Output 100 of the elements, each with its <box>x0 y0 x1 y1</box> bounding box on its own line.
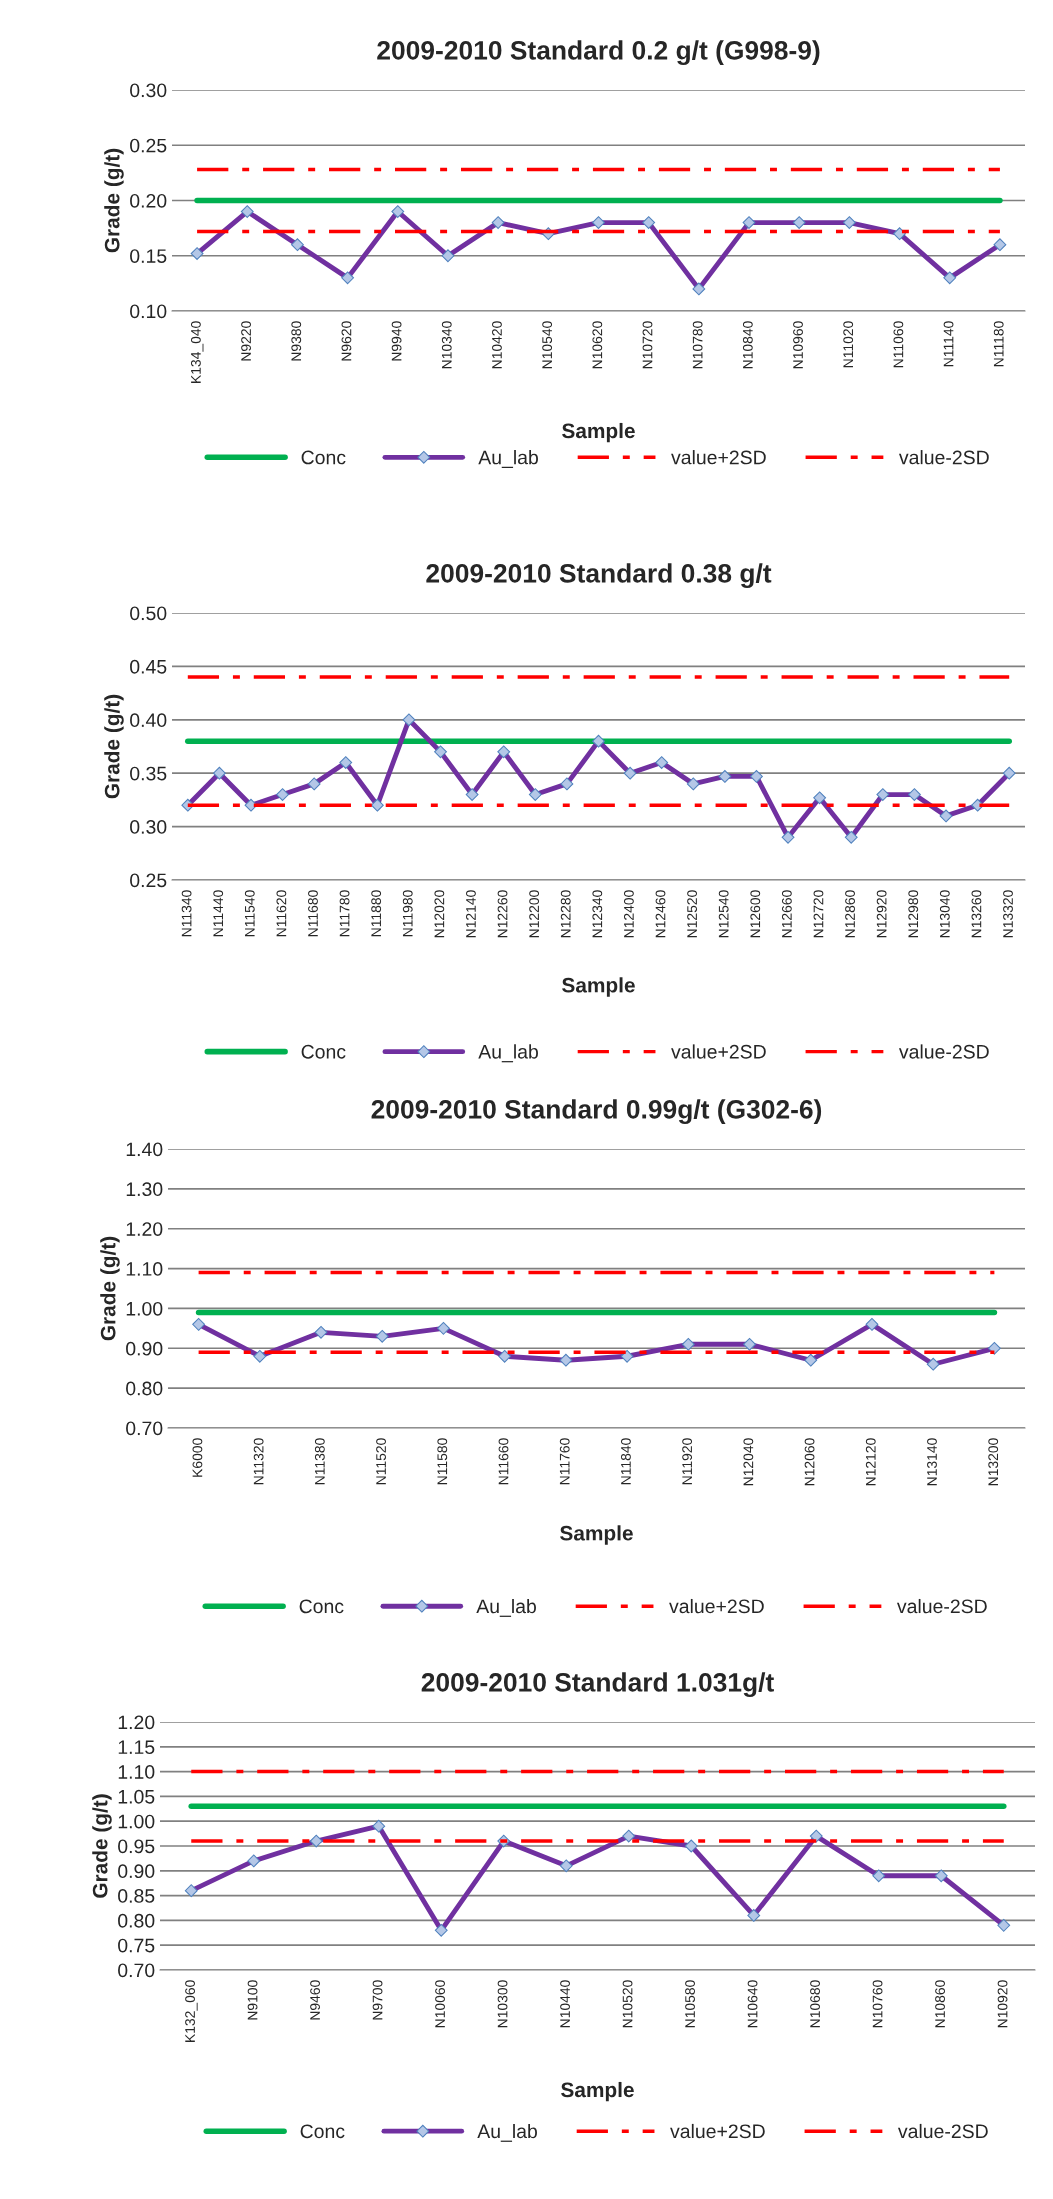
legend-label: value+2SD <box>669 1598 764 1614</box>
y-axis-title: Grade (g/t) <box>92 1794 112 1898</box>
x-tick-label: N10860 <box>935 1980 945 2028</box>
x-tick-label: N11140 <box>943 321 954 367</box>
x-tick-label: N9620 <box>341 321 352 361</box>
y-tick-label: 0.90 <box>126 1341 163 1356</box>
x-tick-label: N12040 <box>743 1438 754 1486</box>
x-tick-label: N10440 <box>560 1980 570 2028</box>
x-tick-label: N11520 <box>376 1438 386 1485</box>
legend-label: Conc <box>301 450 346 465</box>
legend-label: value-2SD <box>898 450 989 465</box>
y-tick-label: 0.95 <box>118 1839 155 1854</box>
x-tick-label: N12600 <box>750 890 761 938</box>
x-tick-label: N10540 <box>542 321 553 369</box>
y-tick-label: 0.45 <box>130 659 167 674</box>
x-tick-label: N13140 <box>927 1438 937 1486</box>
x-tick-label: N11840 <box>621 1438 631 1485</box>
x-tick-label: N10640 <box>747 1980 758 2028</box>
y-tick-label: 1.10 <box>126 1262 163 1276</box>
y-tick-label: 1.00 <box>126 1301 163 1316</box>
legend-label: Au_lab <box>478 1044 538 1063</box>
y-tick-label: 0.80 <box>126 1381 163 1396</box>
y-tick-label: 0.30 <box>130 83 167 98</box>
x-tick-label: N11580 <box>437 1438 448 1485</box>
x-tick-label: N12200 <box>529 890 540 938</box>
chart-title: 2009-2010 Standard 1.031g/t <box>421 1672 774 1698</box>
x-tick-label: N12400 <box>623 890 634 938</box>
x-tick-label: N12020 <box>434 890 445 938</box>
x-tick-label: N11180 <box>993 321 1004 367</box>
y-tick-label: 0.80 <box>118 1913 155 1928</box>
y-tick-label: 1.20 <box>118 1715 155 1730</box>
x-tick-label: N11660 <box>498 1438 509 1485</box>
legend-label: value+2SD <box>671 1044 766 1059</box>
x-tick-label: N10840 <box>742 321 753 369</box>
x-tick-label: N10620 <box>592 321 603 369</box>
x-tick-label: N10060 <box>435 1980 445 2028</box>
legend-label: value+2SD <box>670 2123 765 2139</box>
x-tick-label: N10340 <box>441 321 452 369</box>
x-tick-label: N12260 <box>497 890 508 938</box>
legend-label: value+2SD <box>671 450 766 465</box>
y-tick-label: 0.50 <box>130 606 167 621</box>
x-tick-label: N10720 <box>642 321 653 369</box>
x-axis-title: Sample <box>562 422 635 443</box>
x-axis-title: Sample <box>560 1525 633 1545</box>
x-tick-label: N9700 <box>372 1980 383 2020</box>
y-tick-label: 0.25 <box>130 138 167 153</box>
y-tick-label: 0.75 <box>118 1938 155 1953</box>
y-tick-label: 1.40 <box>126 1142 163 1157</box>
y-tick-label: 1.00 <box>118 1814 155 1829</box>
y-tick-label: 0.15 <box>130 249 167 263</box>
x-tick-label: N11440 <box>213 890 224 937</box>
x-tick-label: N13200 <box>988 1438 999 1486</box>
y-tick-label: 0.25 <box>130 873 167 888</box>
x-tick-label: N10760 <box>872 1980 883 2028</box>
y-tick-label: 0.40 <box>130 713 167 728</box>
x-tick-label: N12980 <box>908 890 919 938</box>
legend-label: Au_lab <box>476 1598 536 1617</box>
y-axis-title: Grade (g/t) <box>104 148 124 253</box>
x-axis-title: Sample <box>561 2081 634 2102</box>
legend-label: Au_lab <box>478 450 538 469</box>
x-axis-title: Sample <box>562 977 635 997</box>
x-tick-label: K6000 <box>192 1438 203 1477</box>
y-tick-label: 1.20 <box>126 1222 163 1236</box>
x-tick-label: N12920 <box>876 890 887 938</box>
x-tick-label: N10680 <box>810 1980 820 2028</box>
x-tick-label: N12860 <box>845 890 855 938</box>
x-tick-label: N13040 <box>939 890 950 938</box>
x-tick-label: N12280 <box>560 890 571 938</box>
x-tick-label: N10920 <box>997 1980 1008 2028</box>
y-axis-title: Grade (g/t) <box>104 694 124 799</box>
x-tick-label: N9460 <box>310 1980 320 2020</box>
y-tick-label: 0.85 <box>118 1889 155 1903</box>
y-axis-title: Grade (g/t) <box>100 1236 120 1341</box>
x-tick-label: N11620 <box>276 890 287 937</box>
legend-label: Conc <box>300 2124 345 2139</box>
legend-label: value-2SD <box>898 1044 989 1059</box>
y-tick-label: 0.30 <box>130 820 167 834</box>
x-tick-label: N11320 <box>253 1438 264 1485</box>
x-tick-label: N10960 <box>793 321 803 369</box>
x-tick-label: N12060 <box>804 1438 815 1486</box>
x-tick-label: N11760 <box>559 1438 570 1485</box>
y-tick-label: 1.05 <box>118 1789 155 1804</box>
x-tick-label: N11380 <box>314 1438 325 1485</box>
x-tick-label: N11020 <box>843 321 854 368</box>
x-tick-label: N10420 <box>492 321 502 369</box>
x-tick-label: N11060 <box>893 321 904 368</box>
x-tick-label: N11780 <box>339 890 350 937</box>
y-tick-label: 0.10 <box>130 304 167 319</box>
x-tick-label: N10300 <box>497 1980 508 2028</box>
x-tick-label: N11680 <box>308 890 318 937</box>
legend-label: Conc <box>301 1044 346 1059</box>
x-tick-label: N11340 <box>181 890 192 937</box>
x-tick-label: N10780 <box>692 321 703 369</box>
legend-label: Conc <box>299 1599 344 1614</box>
x-tick-label: N9100 <box>247 1980 258 2020</box>
y-tick-label: 0.70 <box>118 1963 155 1978</box>
x-tick-label: K134_040 <box>190 321 204 383</box>
y-tick-label: 1.30 <box>126 1182 163 1197</box>
x-tick-label: N11880 <box>371 890 382 937</box>
chart-title: 2009-2010 Standard 0.99g/t (G302-6) <box>371 1099 822 1125</box>
